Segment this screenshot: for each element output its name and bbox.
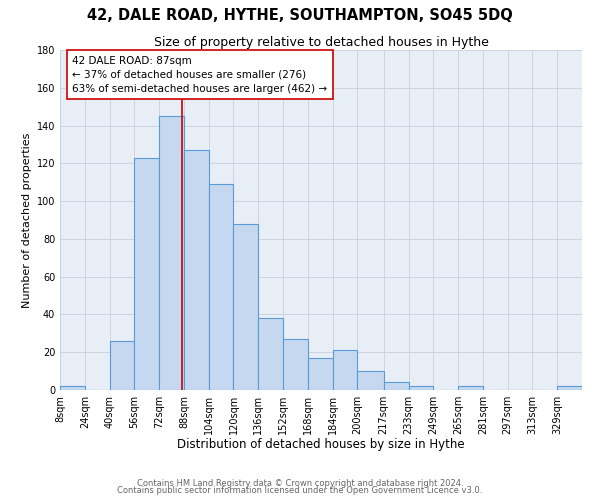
Bar	[283, 339, 308, 390]
X-axis label: Distribution of detached houses by size in Hythe: Distribution of detached houses by size …	[177, 438, 465, 452]
Bar	[557, 386, 582, 390]
Bar	[409, 386, 433, 390]
Bar	[110, 341, 134, 390]
Bar	[458, 386, 483, 390]
Bar	[209, 184, 233, 390]
Bar	[258, 318, 283, 390]
Bar	[358, 371, 384, 390]
Bar	[60, 386, 85, 390]
Bar	[134, 158, 159, 390]
Bar	[233, 224, 258, 390]
Bar	[384, 382, 409, 390]
Bar	[184, 150, 209, 390]
Text: 42, DALE ROAD, HYTHE, SOUTHAMPTON, SO45 5DQ: 42, DALE ROAD, HYTHE, SOUTHAMPTON, SO45 …	[87, 8, 513, 22]
Bar	[332, 350, 358, 390]
Bar	[159, 116, 184, 390]
Y-axis label: Number of detached properties: Number of detached properties	[22, 132, 32, 308]
Text: Contains public sector information licensed under the Open Government Licence v3: Contains public sector information licen…	[118, 486, 482, 495]
Title: Size of property relative to detached houses in Hythe: Size of property relative to detached ho…	[154, 36, 488, 49]
Bar	[308, 358, 332, 390]
Text: 42 DALE ROAD: 87sqm
← 37% of detached houses are smaller (276)
63% of semi-detac: 42 DALE ROAD: 87sqm ← 37% of detached ho…	[73, 56, 328, 94]
Text: Contains HM Land Registry data © Crown copyright and database right 2024.: Contains HM Land Registry data © Crown c…	[137, 478, 463, 488]
